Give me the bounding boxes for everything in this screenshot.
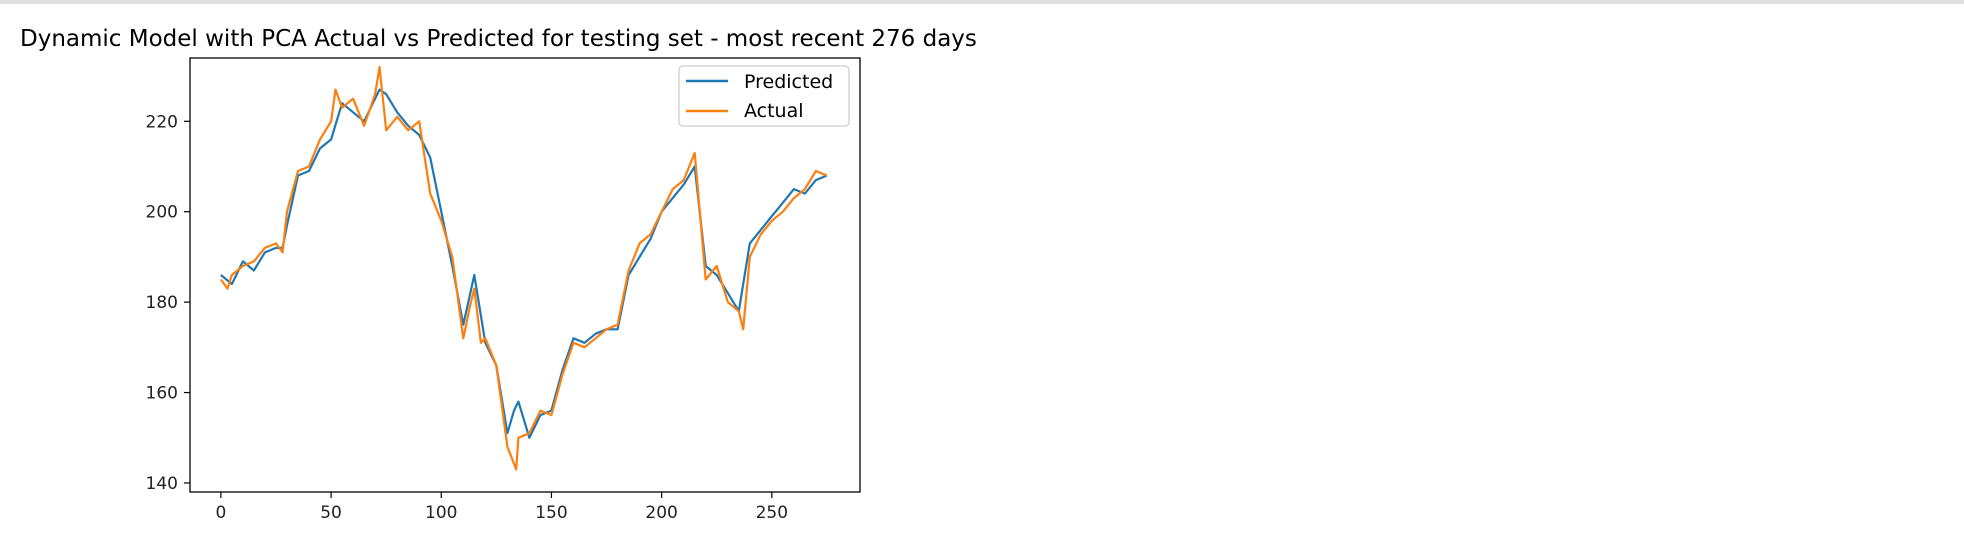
notebook-output-area: Dynamic Model with PCA Actual vs Predict…: [0, 4, 1964, 560]
y-tick-label: 140: [146, 474, 178, 494]
legend: Predicted Actual: [678, 65, 850, 127]
line-chart: 0 50 100 150 200 250 140 160 180 200 220 Predicte…: [146, 57, 861, 523]
output-top-border: [0, 0, 1964, 4]
x-tick-label: 50: [320, 503, 342, 523]
legend-label-actual: Actual: [744, 100, 804, 122]
x-tick-label: 0: [215, 503, 226, 523]
x-axis: 0 50 100 150 200 250: [215, 492, 788, 523]
legend-label-predicted: Predicted: [744, 71, 833, 93]
y-tick-label: 220: [146, 112, 178, 132]
x-tick-label: 100: [425, 503, 457, 523]
series-layer: [220, 65, 828, 471]
y-axis: 140 160 180 200 220: [146, 112, 190, 494]
y-tick-label: 200: [146, 203, 178, 223]
x-tick-label: 250: [756, 503, 788, 523]
series-line-actual: [220, 65, 828, 471]
x-tick-label: 150: [535, 503, 567, 523]
chart-title: Dynamic Model with PCA Actual vs Predict…: [20, 26, 977, 52]
series-line-predicted: [220, 88, 828, 439]
y-tick-label: 160: [146, 384, 178, 404]
y-tick-label: 180: [146, 293, 178, 313]
x-tick-label: 200: [645, 503, 677, 523]
